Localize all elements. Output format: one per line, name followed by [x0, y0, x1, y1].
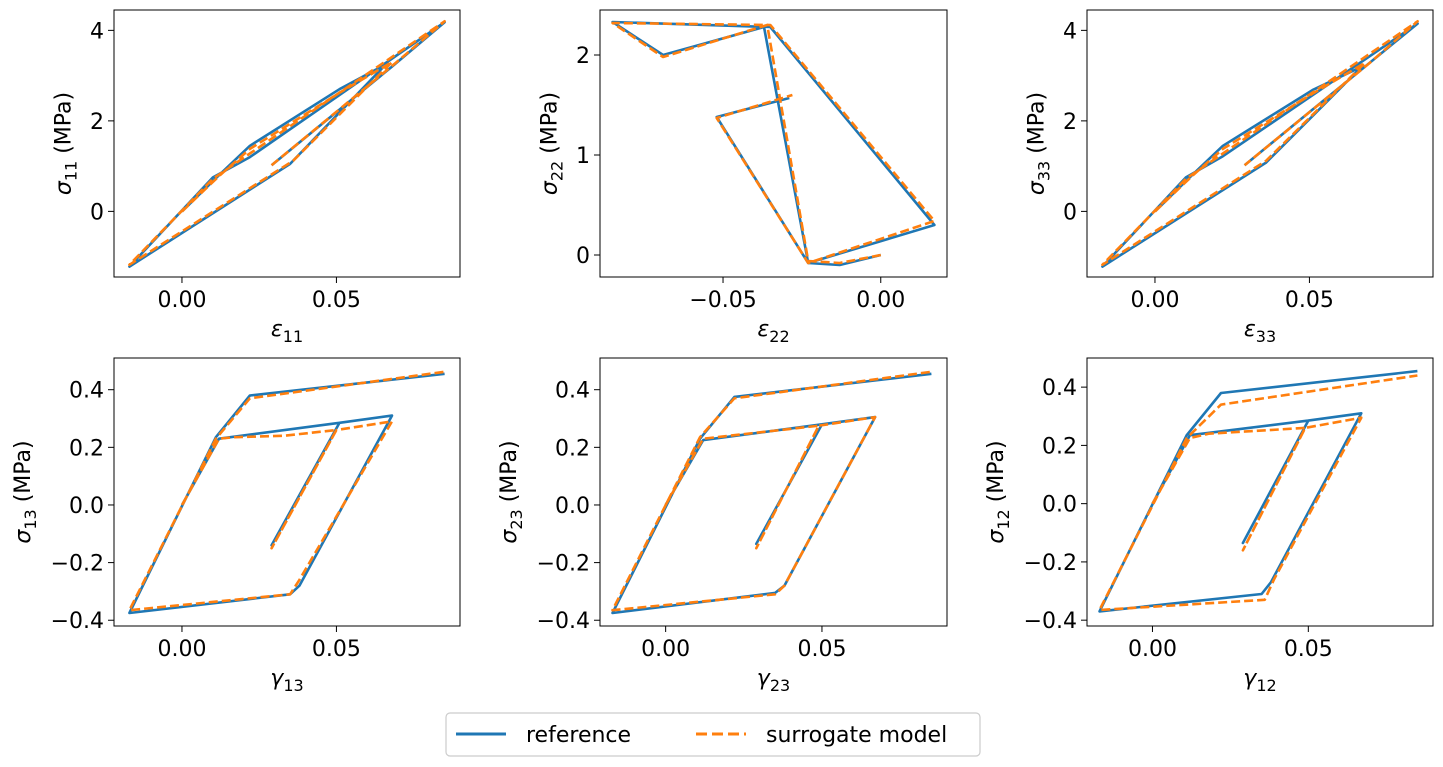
axes-frame: [1086, 357, 1434, 627]
x-axis-label: ε11: [271, 317, 303, 346]
series-line-surrogate: [611, 21, 936, 265]
subplot-3: 0.00 0.05 0 2 4 ε33 σ33 (MPa): [1025, 9, 1434, 346]
y-tick-label: −0.4: [537, 609, 590, 634]
x-tick-label: 0.00: [856, 288, 905, 313]
y-tick-label: 2: [576, 44, 590, 69]
x-tick-label: 0.05: [797, 637, 846, 662]
y-axis-label: σ23 (MPa): [497, 440, 526, 543]
subplot-4: 0.00 0.05 0.4 0.2 0.0 −0.2 −0.4 γ13 σ13 (MPa): [11, 357, 461, 695]
x-tick-label: 0.00: [1130, 288, 1179, 313]
y-tick-label: 4: [1063, 19, 1077, 44]
series-line-surrogate: [128, 370, 445, 612]
y-tick-label: −0.2: [51, 552, 104, 577]
y-tick-label: 4: [90, 19, 104, 44]
y-tick-label: 0: [1063, 200, 1077, 225]
y-tick-label: −0.2: [1024, 551, 1077, 576]
axes-frame: [599, 357, 948, 627]
series-line-surrogate: [1101, 19, 1419, 267]
x-tick-label: 0.05: [1284, 637, 1333, 662]
series-line-reference: [1101, 22, 1419, 268]
y-tick-label: 2: [1063, 110, 1077, 135]
x-tick-label: 0.05: [312, 637, 361, 662]
x-tick-label: 0.00: [157, 288, 206, 313]
y-axis-label: σ13 (MPa): [11, 440, 40, 543]
axes-frame: [113, 357, 461, 627]
x-axis-label: γ23: [757, 666, 790, 695]
y-tick-label: −0.2: [537, 552, 590, 577]
y-tick-label: −0.4: [1024, 609, 1077, 634]
series-line-reference: [1098, 369, 1418, 613]
axes-frame: [599, 9, 948, 278]
x-tick-label: 0.00: [157, 637, 206, 662]
y-tick-label: 0: [576, 244, 590, 269]
y-tick-label: 1: [576, 144, 590, 169]
series-line-surrogate: [1098, 374, 1418, 612]
legend: reference surrogate model: [445, 712, 981, 757]
subplot-1: 0.00 0.05 0 2 4 ε11 σ11 (MPa): [52, 9, 461, 346]
x-axis-label: γ13: [270, 666, 303, 695]
x-tick-label: 0.05: [1285, 288, 1334, 313]
legend-reference-label: reference: [526, 723, 631, 748]
subplot-5: 0.00 0.05 0.4 0.2 0.0 −0.2 −0.4 γ23 σ23 (MPa): [497, 357, 948, 695]
y-tick-label: 0.2: [69, 436, 104, 461]
y-axis-label: σ33 (MPa): [1025, 92, 1054, 195]
subplot-6: 0.00 0.05 0.4 0.2 0.0 −0.2 −0.4 γ12 σ12 (MPa): [984, 357, 1434, 695]
series-line-surrogate: [611, 370, 932, 612]
series-line-reference: [128, 372, 445, 615]
y-axis-label: σ22 (MPa): [538, 92, 567, 195]
series-line-reference: [128, 20, 446, 268]
x-axis-label: γ12: [1243, 666, 1276, 695]
axes-frame: [1086, 9, 1434, 278]
y-tick-label: 0.4: [555, 379, 590, 404]
subplot-2: −0.05 0.00 0 1 2 ε22 σ22 (MPa): [538, 9, 948, 346]
x-tick-label: −0.05: [689, 288, 756, 313]
series-line-reference: [611, 372, 932, 615]
y-tick-label: 0.0: [69, 494, 104, 519]
y-tick-label: 0.0: [1042, 493, 1077, 518]
axes-frame: [113, 9, 461, 278]
x-tick-label: 0.00: [641, 637, 690, 662]
y-tick-label: 0.2: [555, 436, 590, 461]
x-tick-label: 0.00: [1128, 637, 1177, 662]
y-tick-label: 2: [90, 110, 104, 135]
y-tick-label: 0.2: [1042, 434, 1077, 459]
y-tick-label: 0.4: [1042, 376, 1077, 401]
y-axis-label: σ12 (MPa): [984, 440, 1013, 543]
y-axis-label: σ11 (MPa): [52, 92, 81, 195]
legend-surrogate-label: surrogate model: [766, 723, 947, 748]
y-tick-label: −0.4: [51, 609, 104, 634]
x-tick-label: 0.05: [312, 288, 361, 313]
y-tick-label: 0.0: [555, 494, 590, 519]
y-tick-label: 0: [90, 200, 104, 225]
x-axis-label: ε22: [757, 317, 789, 346]
x-axis-label: ε33: [1244, 317, 1276, 346]
y-tick-label: 0.4: [69, 379, 104, 404]
series-line-surrogate: [128, 19, 446, 267]
